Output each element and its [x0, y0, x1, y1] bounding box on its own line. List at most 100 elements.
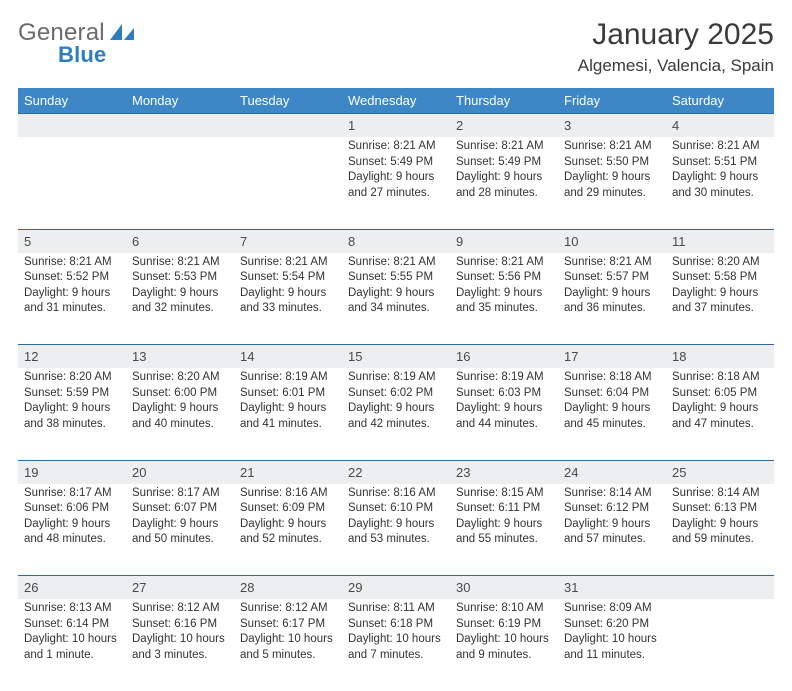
sunrise-line: Sunrise: 8:11 AM: [348, 601, 444, 617]
day-number: 12: [24, 349, 38, 364]
logo-text-blue: Blue: [58, 42, 106, 68]
day-cell: Sunrise: 8:19 AMSunset: 6:01 PMDaylight:…: [234, 368, 342, 460]
daynum-cell: [18, 114, 126, 138]
sunrise-line: Sunrise: 8:20 AM: [132, 370, 228, 386]
day-details: Sunrise: 8:21 AMSunset: 5:55 PMDaylight:…: [348, 253, 444, 317]
day-cell: Sunrise: 8:21 AMSunset: 5:52 PMDaylight:…: [18, 253, 126, 345]
day-number: 14: [240, 349, 254, 364]
day-cell: Sunrise: 8:19 AMSunset: 6:02 PMDaylight:…: [342, 368, 450, 460]
day-details: Sunrise: 8:09 AMSunset: 6:20 PMDaylight:…: [564, 599, 660, 663]
daylight-line: Daylight: 9 hours and 28 minutes.: [456, 170, 552, 201]
sunset-line: Sunset: 5:49 PM: [348, 155, 444, 171]
daynum-row: 19202122232425: [18, 460, 774, 484]
day-number: 22: [348, 465, 362, 480]
day-cell: Sunrise: 8:21 AMSunset: 5:50 PMDaylight:…: [558, 137, 666, 229]
day-details: Sunrise: 8:19 AMSunset: 6:03 PMDaylight:…: [456, 368, 552, 432]
day-cell: Sunrise: 8:14 AMSunset: 6:13 PMDaylight:…: [666, 484, 774, 576]
sunrise-line: Sunrise: 8:21 AM: [672, 139, 768, 155]
daylight-line: Daylight: 9 hours and 53 minutes.: [348, 517, 444, 548]
daylight-line: Daylight: 9 hours and 41 minutes.: [240, 401, 336, 432]
sunset-line: Sunset: 6:18 PM: [348, 617, 444, 633]
day-number: 6: [132, 234, 139, 249]
sunset-line: Sunset: 5:52 PM: [24, 270, 120, 286]
weekday-header: Friday: [558, 88, 666, 114]
daynum-cell: 8: [342, 229, 450, 253]
daynum-cell: 30: [450, 576, 558, 600]
sunrise-line: Sunrise: 8:19 AM: [456, 370, 552, 386]
daynum-row: 567891011: [18, 229, 774, 253]
sunrise-line: Sunrise: 8:21 AM: [24, 255, 120, 271]
daynum-cell: 11: [666, 229, 774, 253]
content-row: Sunrise: 8:17 AMSunset: 6:06 PMDaylight:…: [18, 484, 774, 576]
day-cell: Sunrise: 8:12 AMSunset: 6:16 PMDaylight:…: [126, 599, 234, 691]
sunrise-line: Sunrise: 8:13 AM: [24, 601, 120, 617]
day-details: Sunrise: 8:21 AMSunset: 5:54 PMDaylight:…: [240, 253, 336, 317]
sunrise-line: Sunrise: 8:21 AM: [564, 255, 660, 271]
day-number: 10: [564, 234, 578, 249]
content-row: Sunrise: 8:21 AMSunset: 5:49 PMDaylight:…: [18, 137, 774, 229]
sunrise-line: Sunrise: 8:10 AM: [456, 601, 552, 617]
day-details: Sunrise: 8:21 AMSunset: 5:53 PMDaylight:…: [132, 253, 228, 317]
sunset-line: Sunset: 5:54 PM: [240, 270, 336, 286]
daynum-cell: 19: [18, 460, 126, 484]
day-number: 15: [348, 349, 362, 364]
day-details: Sunrise: 8:21 AMSunset: 5:49 PMDaylight:…: [456, 137, 552, 201]
day-cell: Sunrise: 8:11 AMSunset: 6:18 PMDaylight:…: [342, 599, 450, 691]
day-details: Sunrise: 8:16 AMSunset: 6:10 PMDaylight:…: [348, 484, 444, 548]
day-number: 26: [24, 580, 38, 595]
logo-sail-icon: [110, 22, 136, 47]
daynum-cell: 17: [558, 345, 666, 369]
daylight-line: Daylight: 9 hours and 45 minutes.: [564, 401, 660, 432]
sunset-line: Sunset: 5:56 PM: [456, 270, 552, 286]
daylight-line: Daylight: 9 hours and 34 minutes.: [348, 286, 444, 317]
daylight-line: Daylight: 9 hours and 36 minutes.: [564, 286, 660, 317]
sunset-line: Sunset: 5:55 PM: [348, 270, 444, 286]
daynum-row: 262728293031: [18, 576, 774, 600]
day-cell: Sunrise: 8:20 AMSunset: 6:00 PMDaylight:…: [126, 368, 234, 460]
day-details: Sunrise: 8:12 AMSunset: 6:16 PMDaylight:…: [132, 599, 228, 663]
header: General Blue January 2025 Algemesi, Vale…: [18, 18, 774, 76]
sunset-line: Sunset: 6:06 PM: [24, 501, 120, 517]
sunset-line: Sunset: 5:51 PM: [672, 155, 768, 171]
daylight-line: Daylight: 10 hours and 9 minutes.: [456, 632, 552, 663]
daylight-line: Daylight: 9 hours and 29 minutes.: [564, 170, 660, 201]
day-details: Sunrise: 8:10 AMSunset: 6:19 PMDaylight:…: [456, 599, 552, 663]
sunset-line: Sunset: 6:10 PM: [348, 501, 444, 517]
sunrise-line: Sunrise: 8:15 AM: [456, 486, 552, 502]
sunrise-line: Sunrise: 8:21 AM: [348, 139, 444, 155]
sunset-line: Sunset: 5:53 PM: [132, 270, 228, 286]
daynum-cell: 10: [558, 229, 666, 253]
day-number: 5: [24, 234, 31, 249]
daylight-line: Daylight: 9 hours and 47 minutes.: [672, 401, 768, 432]
daynum-cell: 16: [450, 345, 558, 369]
daynum-cell: 12: [18, 345, 126, 369]
day-details: Sunrise: 8:15 AMSunset: 6:11 PMDaylight:…: [456, 484, 552, 548]
sunrise-line: Sunrise: 8:19 AM: [240, 370, 336, 386]
day-cell: Sunrise: 8:20 AMSunset: 5:59 PMDaylight:…: [18, 368, 126, 460]
daylight-line: Daylight: 9 hours and 31 minutes.: [24, 286, 120, 317]
sunrise-line: Sunrise: 8:21 AM: [564, 139, 660, 155]
daylight-line: Daylight: 10 hours and 1 minute.: [24, 632, 120, 663]
day-cell: Sunrise: 8:19 AMSunset: 6:03 PMDaylight:…: [450, 368, 558, 460]
day-details: Sunrise: 8:12 AMSunset: 6:17 PMDaylight:…: [240, 599, 336, 663]
sunrise-line: Sunrise: 8:21 AM: [456, 139, 552, 155]
daylight-line: Daylight: 9 hours and 37 minutes.: [672, 286, 768, 317]
day-details: Sunrise: 8:21 AMSunset: 5:52 PMDaylight:…: [24, 253, 120, 317]
day-details: Sunrise: 8:20 AMSunset: 5:58 PMDaylight:…: [672, 253, 768, 317]
day-details: Sunrise: 8:21 AMSunset: 5:50 PMDaylight:…: [564, 137, 660, 201]
day-cell: Sunrise: 8:17 AMSunset: 6:07 PMDaylight:…: [126, 484, 234, 576]
day-number: 21: [240, 465, 254, 480]
day-details: Sunrise: 8:21 AMSunset: 5:51 PMDaylight:…: [672, 137, 768, 201]
daynum-cell: 7: [234, 229, 342, 253]
sunset-line: Sunset: 6:14 PM: [24, 617, 120, 633]
sunrise-line: Sunrise: 8:16 AM: [348, 486, 444, 502]
weekday-header: Sunday: [18, 88, 126, 114]
daynum-cell: 3: [558, 114, 666, 138]
sunrise-line: Sunrise: 8:14 AM: [672, 486, 768, 502]
daynum-cell: 20: [126, 460, 234, 484]
daynum-cell: 27: [126, 576, 234, 600]
sunrise-line: Sunrise: 8:20 AM: [24, 370, 120, 386]
sunset-line: Sunset: 6:20 PM: [564, 617, 660, 633]
day-cell: Sunrise: 8:21 AMSunset: 5:53 PMDaylight:…: [126, 253, 234, 345]
sunset-line: Sunset: 6:02 PM: [348, 386, 444, 402]
